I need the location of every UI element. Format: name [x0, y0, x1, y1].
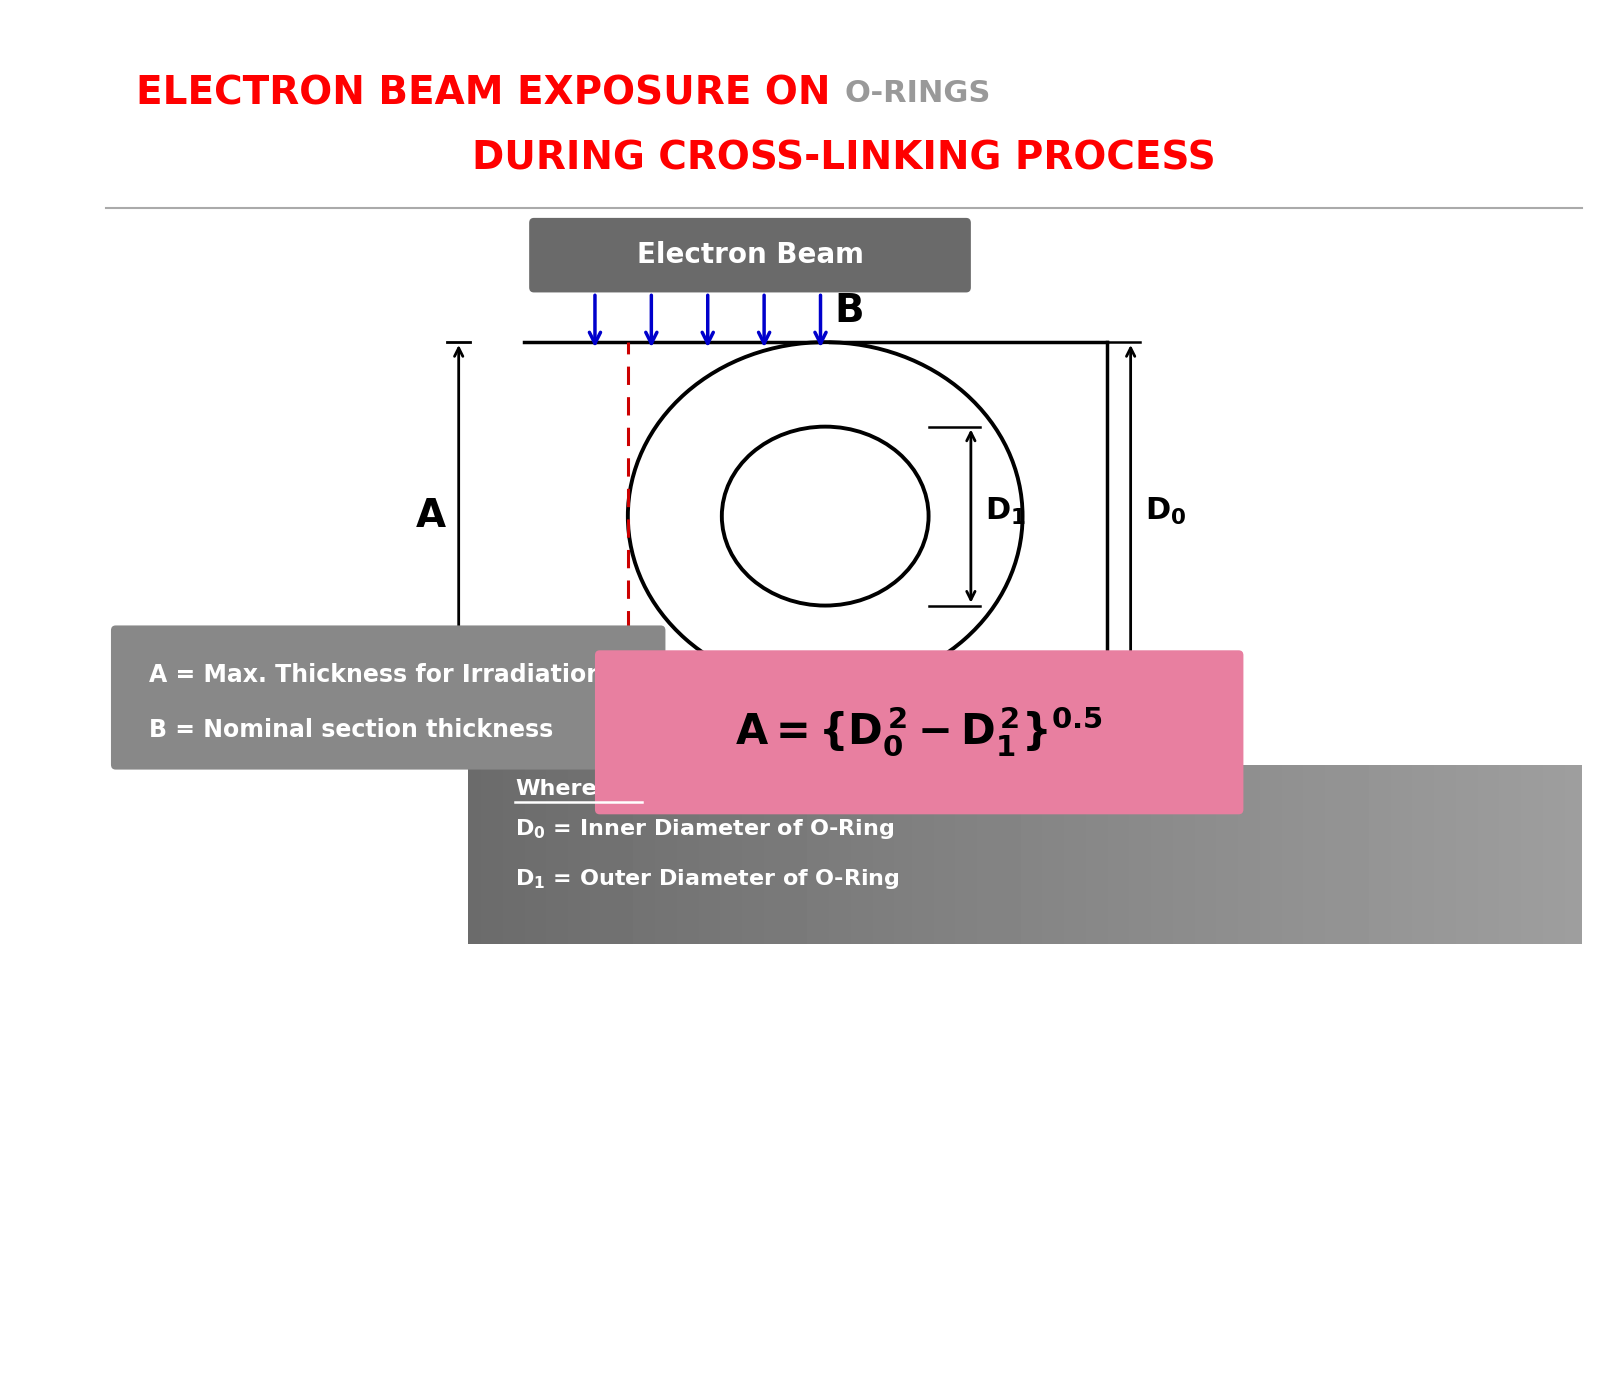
Text: Electron Beam: Electron Beam — [637, 241, 864, 269]
Text: $\mathbf{D_1}$ = Outer Diameter of O-Ring: $\mathbf{D_1}$ = Outer Diameter of O-Rin… — [515, 867, 899, 890]
Text: $\mathbf{D_0}$: $\mathbf{D_0}$ — [1144, 496, 1186, 526]
Text: O-RINGS: O-RINGS — [845, 80, 990, 108]
FancyBboxPatch shape — [595, 650, 1243, 815]
Text: $\mathbf{D_1}$: $\mathbf{D_1}$ — [986, 496, 1026, 526]
Text: B: B — [835, 293, 864, 330]
Text: DURING CROSS-LINKING PROCESS: DURING CROSS-LINKING PROCESS — [472, 139, 1216, 178]
Text: B = Nominal section thickness: B = Nominal section thickness — [149, 718, 554, 742]
Text: $\mathbf{A = \{D_0^{\,2} - D_1^{\,2}\}^{0.5}}$: $\mathbf{A = \{D_0^{\,2} - D_1^{\,2}\}^{… — [736, 706, 1102, 759]
FancyBboxPatch shape — [530, 218, 971, 293]
Text: $\mathbf{D_0}$ = Inner Diameter of O-Ring: $\mathbf{D_0}$ = Inner Diameter of O-Rin… — [515, 818, 894, 841]
Text: ELECTRON BEAM EXPOSURE ON: ELECTRON BEAM EXPOSURE ON — [136, 74, 845, 112]
Text: A: A — [416, 497, 445, 535]
Text: Where,: Where, — [515, 780, 605, 799]
FancyBboxPatch shape — [110, 626, 666, 770]
Text: A = Max. Thickness for Irradiation: A = Max. Thickness for Irradiation — [149, 664, 603, 687]
